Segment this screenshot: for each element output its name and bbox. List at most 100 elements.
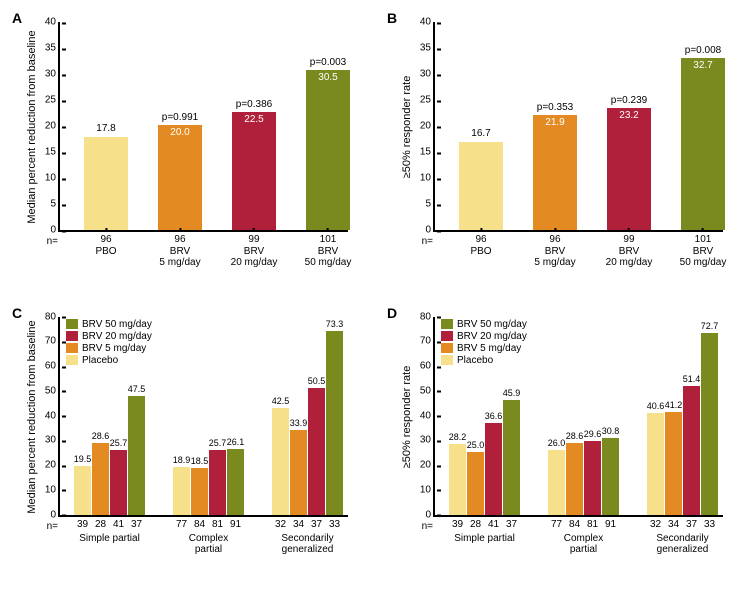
bar-value: 47.5: [128, 384, 146, 394]
legend: BRV 50 mg/dayBRV 20 mg/dayBRV 5 mg/dayPl…: [66, 319, 152, 367]
bar: 36.6: [485, 423, 502, 515]
ytick: 20: [420, 121, 435, 132]
bar: 20.0: [158, 125, 202, 230]
bar: 28.6: [92, 443, 109, 515]
ytick: 30: [420, 69, 435, 80]
ytick: 0: [425, 509, 435, 520]
bar: 25.7: [209, 450, 226, 514]
p-value: p=0.386: [236, 99, 272, 110]
bar-value: 30.5: [318, 72, 337, 83]
p-value: p=0.003: [310, 57, 346, 68]
bar-value: 30.8: [602, 426, 620, 436]
panel-d: D01020304050607080BRV 50 mg/dayBRV 20 mg…: [387, 307, 744, 592]
group-label: Simple partial: [79, 515, 140, 544]
bar-value: 51.4: [683, 374, 701, 384]
bar: 28.6: [566, 443, 583, 515]
legend-item: BRV 50 mg/day: [66, 319, 152, 330]
bar: 33.9: [290, 430, 307, 515]
bar-value: 41.2: [665, 400, 683, 410]
group-label: Secondarilygeneralized: [281, 515, 333, 555]
p-value: p=0.991: [162, 112, 198, 123]
legend-label: BRV 50 mg/day: [82, 319, 152, 330]
panel-a: A0510152025303540n=17.896PBO20.0p=0.9919…: [12, 12, 369, 297]
bar: 73.3: [326, 331, 343, 514]
n-value: 77: [176, 515, 187, 530]
legend-swatch: [441, 343, 453, 353]
x-tick: 101BRV50 mg/day: [680, 230, 727, 269]
figure-grid: A0510152025303540n=17.896PBO20.0p=0.9919…: [12, 12, 744, 591]
legend-item: BRV 50 mg/day: [441, 319, 527, 330]
ytick: 10: [45, 173, 60, 184]
ytick: 25: [45, 95, 60, 106]
panel-b: B0510152025303540n=16.796PBO21.9p=0.3539…: [387, 12, 744, 297]
bar: 50.5: [308, 388, 325, 514]
x-tick: 99BRV20 mg/day: [606, 230, 653, 269]
bar: 28.2: [449, 444, 466, 515]
ytick: 80: [420, 311, 435, 322]
ytick: 50: [45, 385, 60, 396]
panel-c: C01020304050607080BRV 50 mg/dayBRV 20 mg…: [12, 307, 369, 592]
ytick: 5: [425, 199, 435, 210]
plot-area: 0510152025303540n=17.896PBO20.0p=0.99196…: [58, 22, 348, 232]
bar: 51.4: [683, 386, 700, 515]
bar: 21.9: [533, 115, 577, 230]
bar-value: 32.7: [693, 60, 712, 71]
bar-value: 28.2: [449, 432, 467, 442]
panel-letter: D: [387, 305, 397, 321]
ytick: 40: [45, 410, 60, 421]
legend-label: Placebo: [82, 355, 118, 366]
legend-swatch: [441, 319, 453, 329]
plot-area: 01020304050607080BRV 50 mg/dayBRV 20 mg/…: [58, 317, 348, 517]
legend-label: BRV 20 mg/day: [82, 331, 152, 342]
bar-value: 28.6: [92, 431, 110, 441]
p-value: p=0.008: [685, 45, 721, 56]
ytick: 25: [420, 95, 435, 106]
bar-value: 25.0: [467, 440, 485, 450]
bar: 47.5: [128, 396, 145, 515]
panel-letter: A: [12, 10, 22, 26]
ytick: 0: [425, 225, 435, 236]
p-value: p=0.239: [611, 95, 647, 106]
bar-value: 40.6: [647, 401, 665, 411]
bar-value: 50.5: [308, 376, 326, 386]
bar-value: 36.6: [485, 411, 503, 421]
bar: 29.6: [584, 441, 601, 515]
legend-label: BRV 5 mg/day: [457, 343, 521, 354]
panel-letter: B: [387, 10, 397, 26]
ytick: 30: [45, 435, 60, 446]
ytick: 0: [50, 509, 60, 520]
bar: 22.5: [232, 112, 276, 230]
bar-value: 45.9: [503, 388, 521, 398]
legend-swatch: [66, 355, 78, 365]
group-label: Complexpartial: [564, 515, 603, 555]
ytick: 5: [50, 199, 60, 210]
ytick: 35: [420, 43, 435, 54]
bar: 40.6: [647, 413, 664, 515]
bar-value: 20.0: [170, 127, 189, 138]
ytick: 20: [45, 460, 60, 471]
ytick: 20: [420, 460, 435, 471]
x-tick: 96PBO: [470, 230, 491, 257]
bar-value: 73.3: [326, 319, 344, 329]
group-label: Simple partial: [454, 515, 515, 544]
legend-item: BRV 20 mg/day: [441, 331, 527, 342]
bar: 32.7: [681, 58, 725, 230]
n-prefix: n=: [47, 236, 60, 247]
bar: 19.5: [74, 466, 91, 515]
ytick: 20: [45, 121, 60, 132]
bar: 30.8: [602, 438, 619, 515]
bar-value: 26.1: [227, 437, 245, 447]
bar: 72.7: [701, 333, 718, 515]
legend-swatch: [66, 343, 78, 353]
n-value: 91: [230, 515, 241, 530]
ytick: 60: [45, 361, 60, 372]
legend-swatch: [66, 319, 78, 329]
ytick: 60: [420, 361, 435, 372]
ytick: 10: [45, 484, 60, 495]
legend-label: Placebo: [457, 355, 493, 366]
ytick: 15: [420, 147, 435, 158]
x-tick: 99BRV20 mg/day: [231, 230, 278, 269]
legend-item: BRV 20 mg/day: [66, 331, 152, 342]
n-prefix: n=: [422, 521, 435, 532]
ytick: 40: [45, 17, 60, 28]
